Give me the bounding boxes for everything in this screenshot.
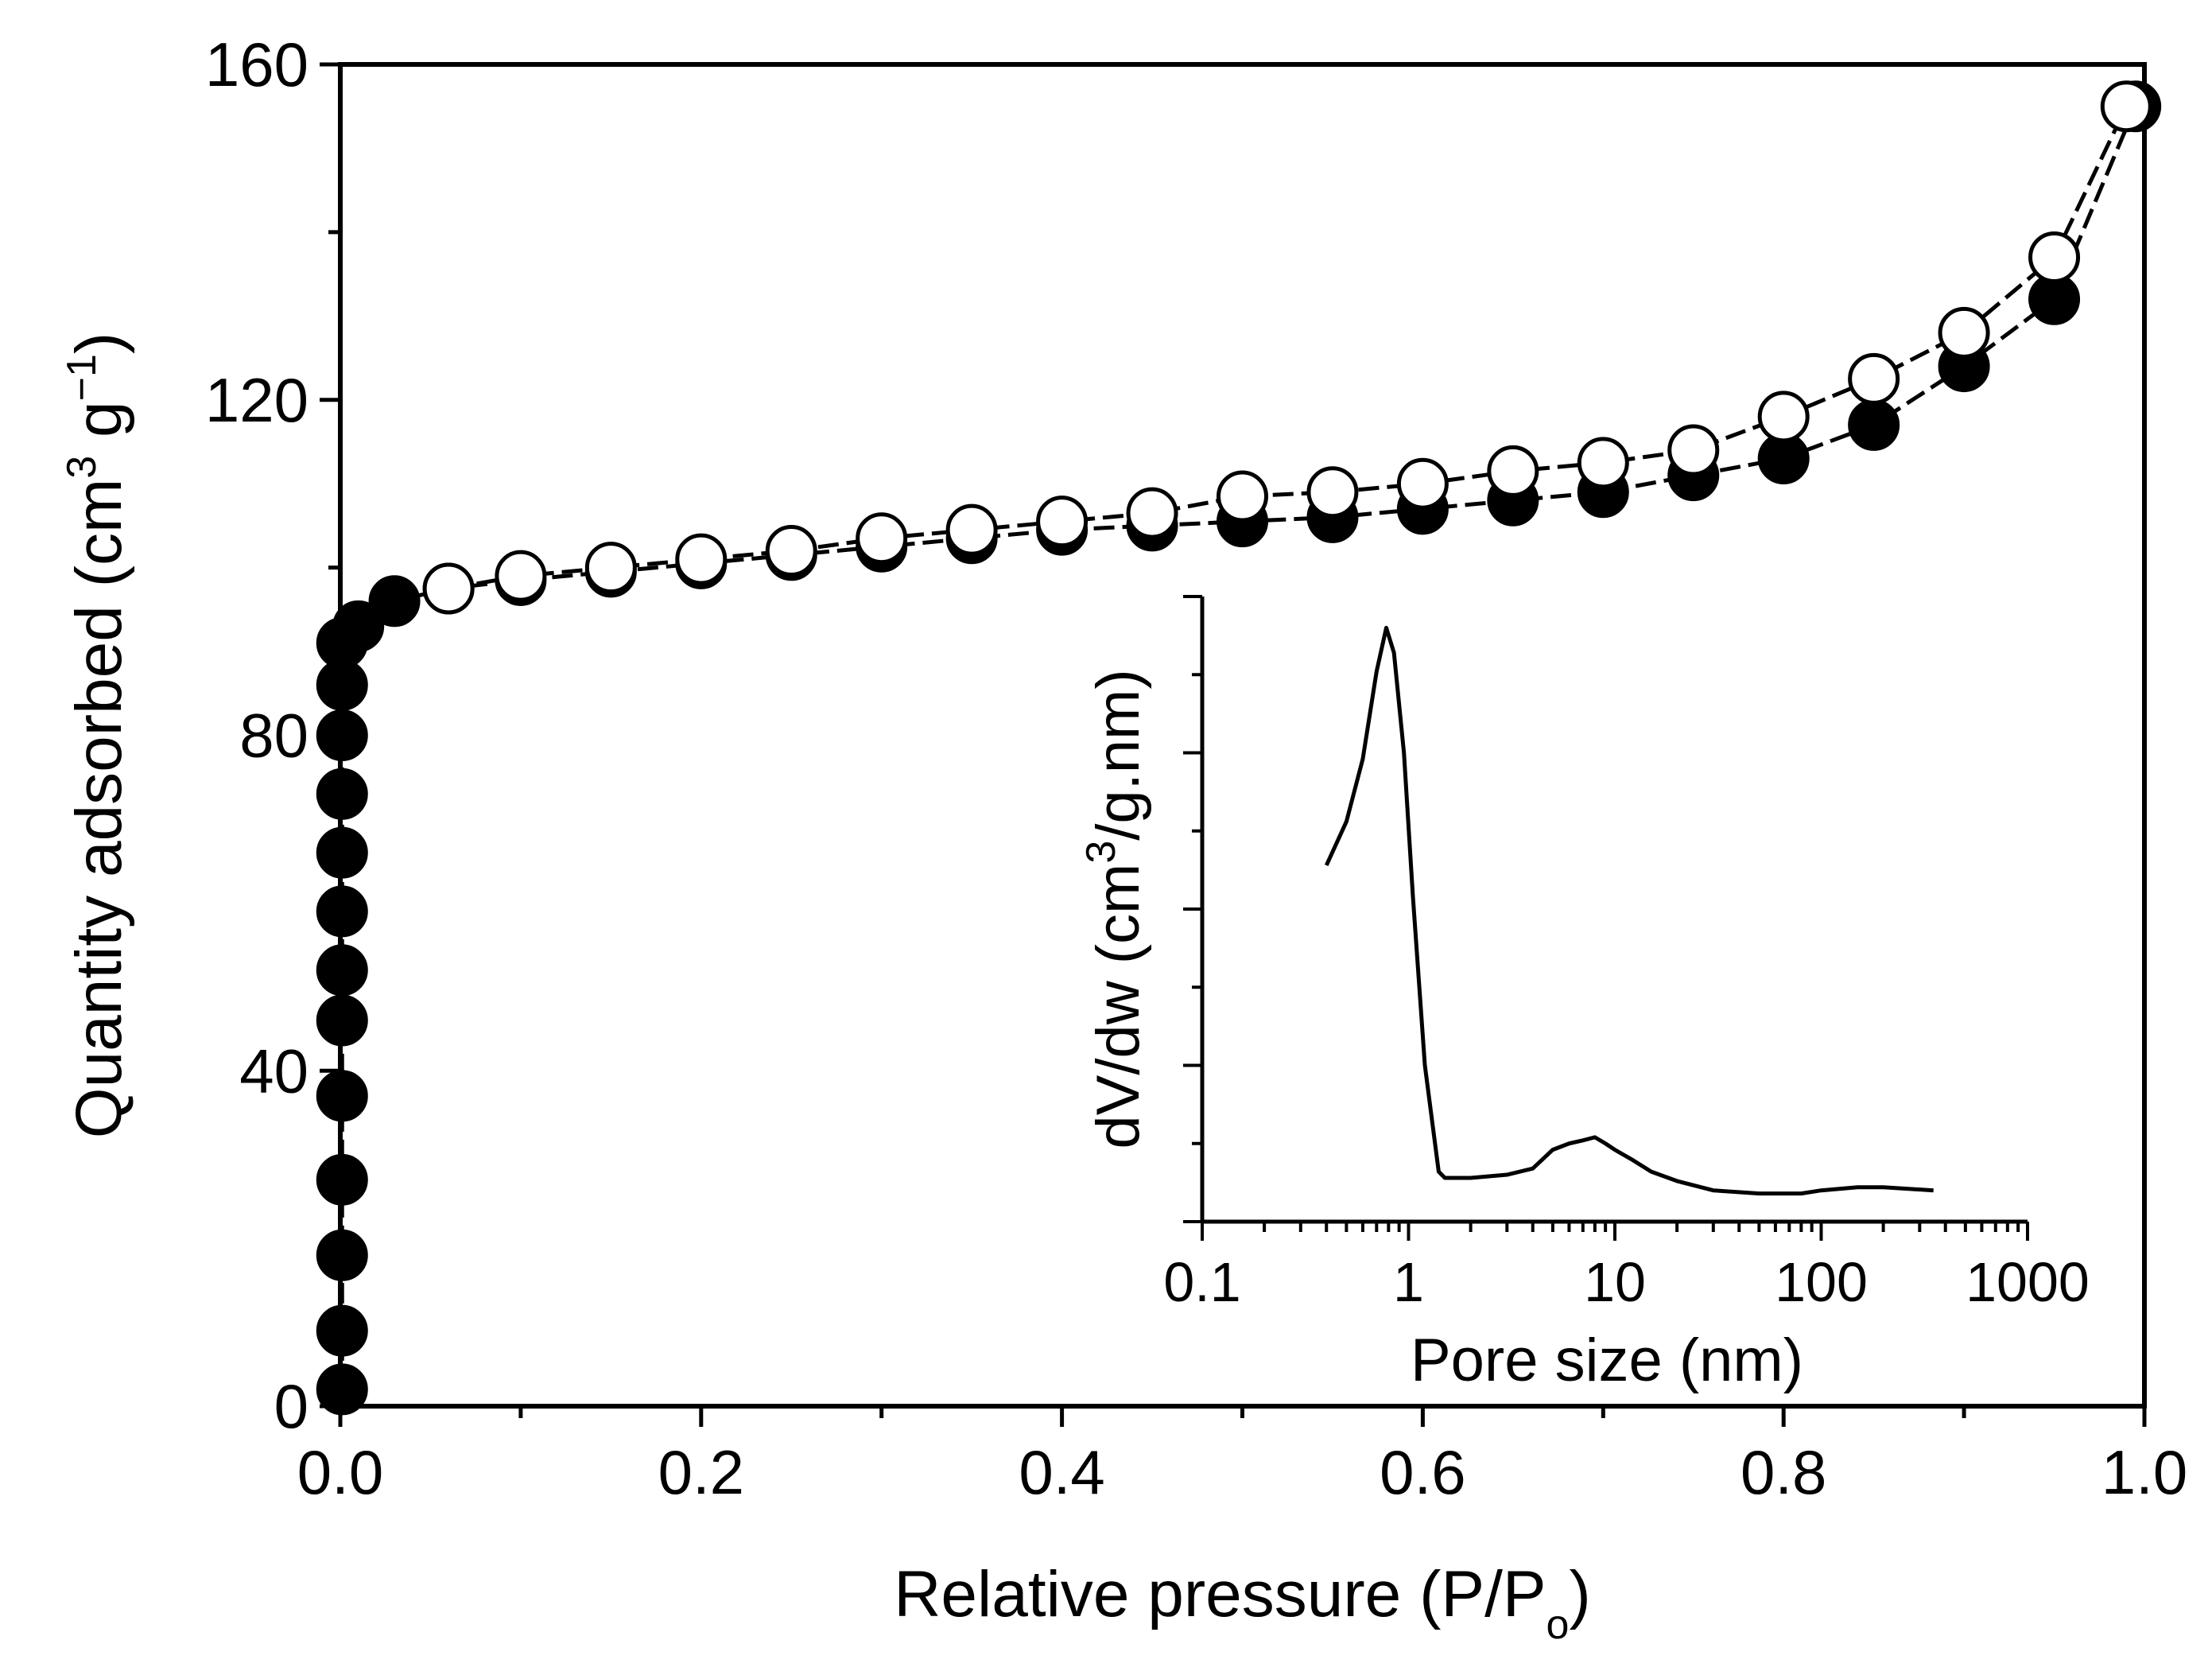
y-axis-title-close: ) (63, 332, 135, 354)
desorption-line (448, 105, 2129, 591)
adsorption-point (316, 994, 368, 1047)
inset-y-axis-title-main: dV/dw (cm (1085, 864, 1152, 1149)
x-tick-label: 0.4 (1019, 1437, 1104, 1507)
y-axis-title-superscript: 3 (59, 456, 105, 479)
pore-size-distribution-line (1324, 625, 1934, 1196)
y-tick-label: 160 (205, 29, 309, 99)
desorption-point (495, 550, 547, 602)
y-axis-title-main: Quantity adsorbed (cm (63, 479, 135, 1139)
desorption-point (856, 512, 908, 565)
desorption-point (584, 542, 637, 594)
desorption-point (422, 562, 475, 615)
x-axis-title-subscript: o (1546, 1602, 1570, 1648)
desorption-point (1487, 445, 1539, 497)
x-tick-label: 0.2 (658, 1437, 744, 1507)
inset-y-axis-title: dV/dw (cm3/g.nm) (1078, 669, 1152, 1148)
y-axis-title-superscript: −1 (59, 354, 105, 401)
adsorption-point (1848, 398, 1900, 451)
desorption-point (1217, 470, 1268, 523)
inset-x-tick-label: 10 (1584, 1251, 1646, 1313)
adsorption-point (316, 709, 368, 761)
adsorption-line (340, 105, 2137, 1389)
desorption-point (1577, 437, 1629, 489)
y-tick-label: 0 (274, 1371, 309, 1441)
desorption-point (1396, 457, 1449, 510)
inset-x-tick-label: 1 (1393, 1251, 1424, 1313)
desorption-point (2028, 231, 2081, 284)
x-axis-title: Relative pressure (P/Po) (894, 1558, 1591, 1648)
inset-x-tick-label: 0.1 (1163, 1251, 1240, 1313)
desorption-point (1126, 487, 1178, 539)
inset-y-axis-title-close: /g.nm) (1085, 669, 1152, 840)
desorption-point (675, 533, 728, 585)
adsorption-point (316, 944, 368, 997)
adsorption-point (316, 826, 368, 879)
adsorption-point (316, 1363, 368, 1416)
inset-x-axis-title: Pore size (nm) (1411, 1327, 1803, 1394)
adsorption-point (316, 1229, 368, 1281)
adsorption-point (316, 885, 368, 938)
x-tick-label: 0.6 (1380, 1437, 1465, 1507)
adsorption-point (368, 575, 421, 628)
adsorption-point (332, 600, 385, 652)
desorption-point (1036, 496, 1089, 548)
x-tick-label: 0.8 (1740, 1437, 1826, 1507)
x-axis-title-close: ) (1569, 1558, 1590, 1630)
desorption-point (1848, 352, 1900, 405)
desorption-point (765, 525, 817, 577)
adsorption-point (316, 1304, 368, 1357)
adsorption-point (316, 1070, 368, 1122)
inset-x-tick-label: 100 (1775, 1251, 1868, 1313)
desorption-point (1306, 466, 1359, 519)
y-tick-label: 80 (239, 701, 309, 771)
plot-frame (338, 62, 2147, 1409)
desorption-point (1757, 391, 1810, 443)
x-tick-label: 0.0 (297, 1437, 383, 1507)
y-tick-label: 40 (239, 1036, 309, 1106)
x-tick-label: 1.0 (2101, 1437, 2187, 1507)
main-plot: 0.0 0.2 0.4 0.6 0.8 1.0 0 40 80 120 160 Relative pr… (59, 29, 2187, 1648)
desorption-point (1938, 306, 1990, 359)
y-tick-label: 120 (205, 365, 309, 435)
adsorption-point (316, 768, 368, 820)
y-axis-title: Quantity adsorbed (cm3 g−1) (59, 332, 135, 1138)
desorption-point (945, 503, 998, 556)
adsorption-point (316, 1153, 368, 1206)
desorption-point (1667, 424, 1720, 476)
y-axis-title-unit: g (63, 401, 135, 455)
inset-x-tick-label: 1000 (1966, 1251, 2090, 1313)
inset-y-axis-title-superscript: 3 (1078, 841, 1124, 864)
inset-plot: 0.1 1 10 100 1000 Pore size (nm) dV/dw (cm3/g.… (1078, 595, 2090, 1394)
desorption-point (2100, 80, 2152, 133)
x-axis-title-main: Relative pressure (P/P (894, 1558, 1546, 1630)
